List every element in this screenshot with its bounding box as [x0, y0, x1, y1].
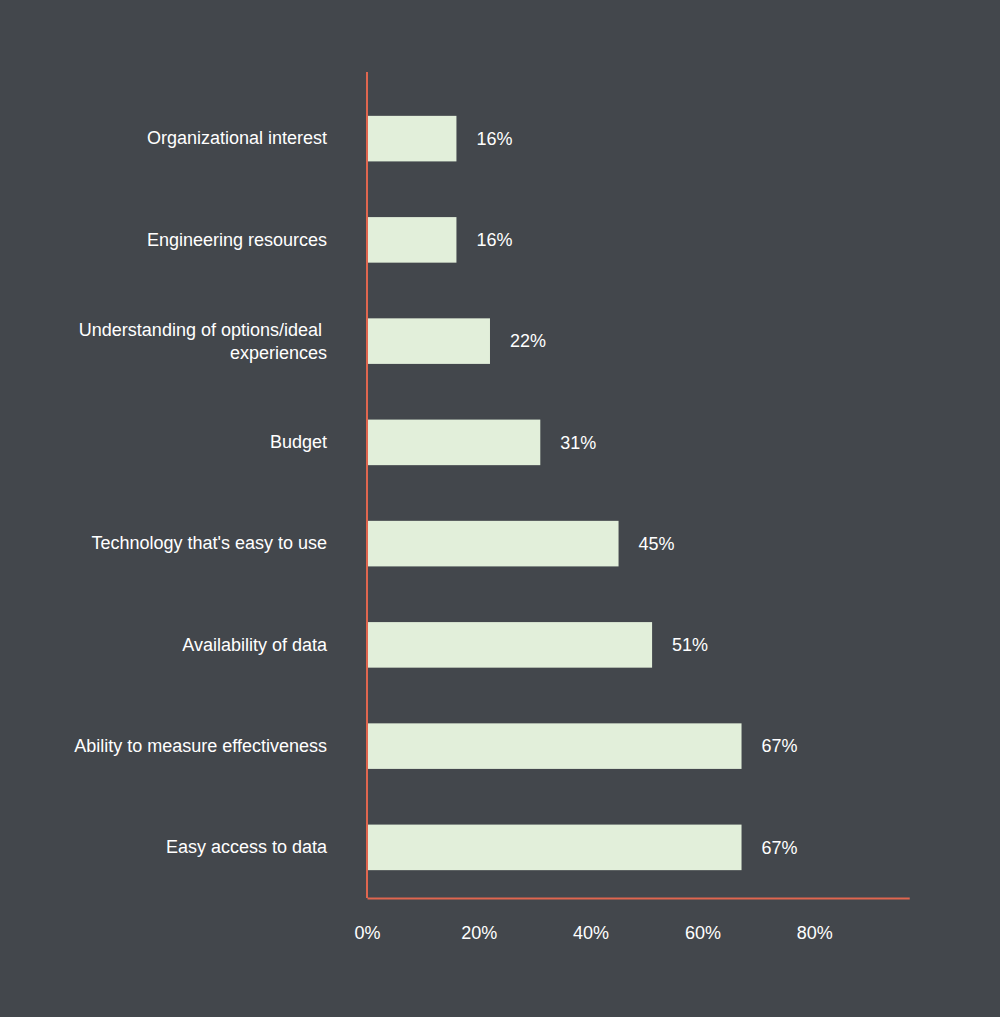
x-axis: 0% 20% 40% 60% 80%: [354, 899, 909, 943]
category-label: Budget: [270, 432, 327, 452]
y-tick: Technology that's easy to use: [91, 533, 327, 553]
x-tick: 80%: [797, 923, 833, 943]
bar: [367, 318, 490, 364]
category-label: Easy access to data: [166, 837, 328, 857]
category-label: Organizational interest: [147, 128, 327, 148]
x-axis-line: [368, 898, 910, 900]
y-tick: Availability of data: [182, 635, 328, 655]
y-tick: Understanding of options/ideal experienc…: [79, 320, 327, 363]
chart: 0% 20% 40% 60% 80% Organizational interest Eng…: [0, 0, 1000, 1017]
x-tick: 40%: [573, 923, 609, 943]
x-tick-label: 20%: [461, 923, 497, 943]
y-tick: Engineering resources: [147, 230, 327, 250]
data-label: 67%: [762, 736, 798, 756]
x-tick-label: 80%: [797, 923, 833, 943]
data-label: 67%: [762, 838, 798, 858]
x-tick: 0%: [354, 923, 380, 943]
x-tick: 20%: [461, 923, 497, 943]
bar: [367, 521, 619, 567]
data-labels: 16% 16% 22% 31% 45% 51% 67% 67%: [476, 129, 797, 858]
data-label: 31%: [560, 433, 596, 453]
bar: [367, 116, 456, 162]
y-tick: Ability to measure effectiveness: [74, 736, 327, 756]
y-tick: Budget: [270, 432, 327, 452]
bar: [367, 420, 540, 466]
y-axis-line: [366, 72, 368, 898]
y-tick: Easy access to data: [166, 837, 328, 857]
x-tick-label: 0%: [354, 923, 380, 943]
x-tick-label: 60%: [685, 923, 721, 943]
category-label: Availability of data: [182, 635, 328, 655]
data-label: 51%: [672, 635, 708, 655]
bar: [367, 217, 456, 263]
category-label: Understanding of options/ideal experienc…: [79, 320, 327, 363]
bars: [367, 116, 742, 870]
x-tick: 60%: [685, 923, 721, 943]
bar: [367, 825, 742, 871]
bar: [367, 723, 742, 769]
background: [0, 0, 1000, 1017]
data-label: 45%: [639, 534, 675, 554]
category-label: Engineering resources: [147, 230, 327, 250]
y-tick: Organizational interest: [147, 128, 327, 148]
y-axis: Organizational interest Engineering resou…: [74, 128, 328, 857]
category-label: Ability to measure effectiveness: [74, 736, 327, 756]
data-label: 22%: [510, 331, 546, 351]
data-label: 16%: [476, 129, 512, 149]
x-tick-label: 40%: [573, 923, 609, 943]
data-label: 16%: [476, 230, 512, 250]
category-label: Technology that's easy to use: [91, 533, 327, 553]
bar: [367, 622, 652, 668]
